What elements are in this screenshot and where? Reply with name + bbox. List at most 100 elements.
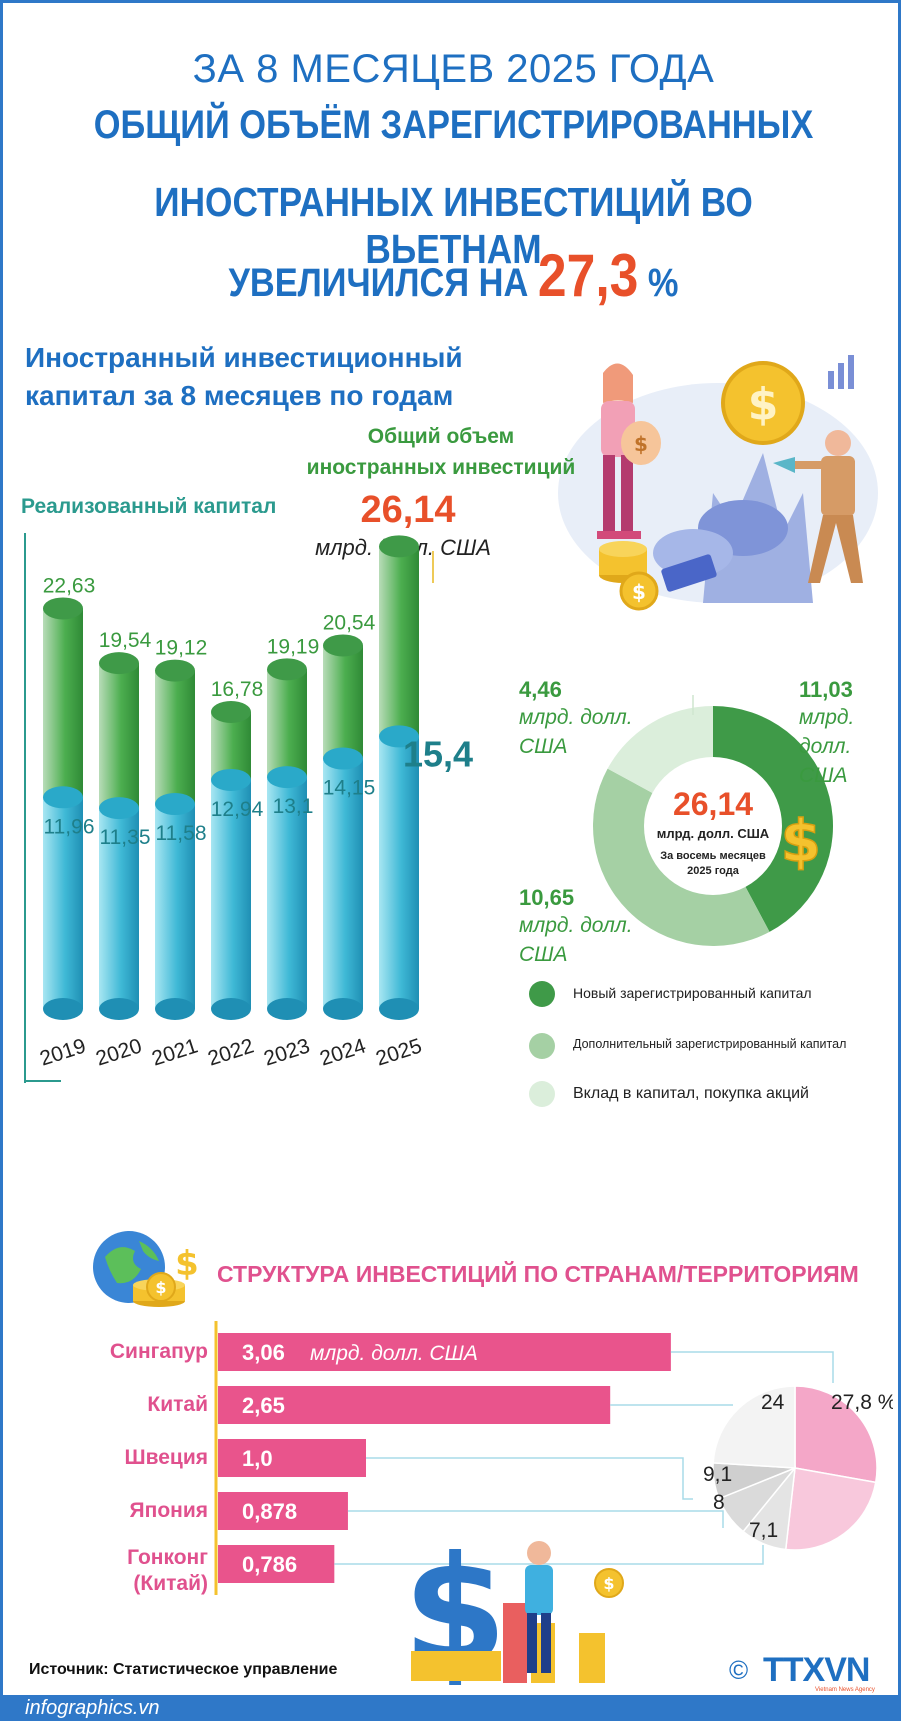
total-value-label-2024: 20,54 — [323, 611, 376, 634]
country-bar-0 — [218, 1333, 671, 1371]
donut-leader-line — [692, 695, 694, 715]
realized-capital-label: Реализованный капитал — [21, 495, 277, 518]
country-label-3: Япония — [63, 1498, 208, 1524]
year-tick-2020: 2020 — [93, 1034, 145, 1070]
banknote-icon — [661, 554, 717, 592]
country-value-3: 0,878 — [242, 1499, 297, 1524]
svg-text:$: $ — [634, 432, 648, 456]
total-bar-cap-2021 — [155, 659, 195, 682]
donut-label-additional: 10,65 млрд. долл. США — [519, 885, 633, 969]
country-value-4: 0,786 — [242, 1552, 297, 1577]
country-pie-label-3: 8 — [713, 1491, 725, 1514]
country-bar-2 — [218, 1439, 366, 1477]
total-bar-cap-2023 — [267, 658, 307, 681]
realized-bar-2021 — [155, 804, 195, 1009]
country-share-pie: 27,8 % 24 9,1 8 7,1 — [703, 1385, 893, 1551]
year-tick-2019: 2019 — [37, 1034, 89, 1070]
bar-base-2022 — [211, 998, 251, 1020]
section1-title: Иностранный инвестиционный капитал за 8 … — [25, 339, 585, 415]
header-prefix: УВЕЛИЧИЛСЯ НА — [228, 261, 529, 305]
section1-title-line2: капитал за 8 месяцев по годам — [25, 380, 454, 411]
donut-label-additional-unit2: США — [519, 943, 568, 966]
year-tick-2024: 2024 — [317, 1034, 369, 1070]
bar-base-2024 — [323, 998, 363, 1020]
country-pie-slice-1 — [784, 1467, 877, 1551]
realized-value-label-2021: 11,58 — [156, 822, 207, 845]
realized-value-label-2019: 11,96 — [44, 815, 95, 838]
legend-dot-new — [529, 981, 555, 1007]
country-label-0: Сингапур — [63, 1339, 208, 1365]
legend-additional-label: Дополнительный зарегистрированный капита… — [573, 1037, 847, 1051]
bar-base-2023 — [267, 998, 307, 1020]
realized-bar-cap-2023 — [267, 766, 307, 789]
country-label-1-line-0: Китай — [147, 1393, 208, 1416]
legend-dot-additional — [529, 1033, 555, 1059]
realized-value-label-2025: 15,4 — [403, 733, 473, 774]
donut-label-additional-value: 10,65 — [519, 885, 575, 910]
legend-contribution: Вклад в капитал, покупка акций — [529, 1081, 809, 1107]
country-leader-2 — [366, 1457, 693, 1500]
donut-label-new-unit1: млрд. — [799, 706, 855, 729]
copyright-symbol: © — [729, 1655, 749, 1685]
dollar-coin-icon — [721, 361, 805, 445]
donut-label-new: 11,03 млрд. долл. США — [799, 677, 854, 790]
country-investment-chart: 3,06 млрд. долл. США 2,65 1,0 0,878 0,786 — [214, 1321, 834, 1595]
donut-label-contribution: 4,46 млрд. долл. США — [519, 677, 633, 761]
realized-value-label-2022: 12,94 — [211, 798, 264, 821]
realized-bar-2025 — [379, 736, 419, 1009]
section2-title: СТРУКТУРА ИНВЕСТИЦИЙ ПО СТРАНАМ/ТЕРРИТОР… — [217, 1261, 859, 1287]
country-label-3-line-0: Япония — [129, 1499, 208, 1522]
yearly-investment-chart: 22,63 11,96 2019 19,54 11,35 2020 19,12 11,58 20… — [24, 533, 473, 1083]
year-tick-2025: 2025 — [373, 1034, 425, 1070]
legend-new-label: Новый зарегистрированный капитал — [573, 985, 812, 1001]
legend-additional-capital: Дополнительный зарегистрированный капита… — [529, 1033, 847, 1059]
donut-label-additional-unit1: млрд. долл. — [519, 914, 633, 937]
realized-bar-cap-2020 — [99, 797, 139, 820]
realized-bar-2020 — [99, 808, 139, 1009]
country-pie-label-2: 9,1 — [703, 1463, 732, 1486]
donut-label-contribution-value: 4,46 — [519, 677, 562, 702]
donut-label-new-unit3: США — [799, 764, 848, 787]
header-growth-suffix: % — [647, 261, 679, 305]
svg-text:$: $ — [781, 807, 821, 875]
total-value-label-2020: 19,54 — [99, 629, 152, 652]
realized-value-label-2020: 11,35 — [100, 826, 151, 849]
donut-label-contribution-unit2: США — [519, 735, 568, 758]
woman-figure: $ — [597, 363, 661, 539]
donut-label-contribution-unit1: млрд. долл. — [519, 706, 633, 729]
header-line-2: ОБЩИЙ ОБЪЁМ ЗАРЕГИСТРИРОВАННЫХ — [93, 103, 814, 147]
country-leader-4 — [334, 1545, 764, 1565]
country-leader-0 — [670, 1351, 834, 1383]
svg-text:$: $ — [748, 379, 779, 430]
country-bar-4 — [218, 1545, 335, 1583]
legend-new-capital: Новый зарегистрированный капитал — [529, 981, 812, 1007]
country-bar-3 — [218, 1492, 348, 1530]
total-value-label-2023: 19,19 — [267, 635, 320, 658]
bar-base-2021 — [155, 998, 195, 1020]
svg-text:$: $ — [175, 1244, 199, 1284]
year-tick-2023: 2023 — [261, 1034, 313, 1070]
header-line-1: ЗА 8 МЕСЯЦЕВ 2025 ГОДА — [192, 47, 715, 91]
country-label-1: Китай — [63, 1392, 208, 1418]
header-growth-value: 27,3 — [537, 242, 639, 309]
realized-bar-cap-2021 — [155, 793, 195, 816]
donut-label-new-value: 11,03 — [799, 677, 853, 702]
country-label-2: Швеция — [63, 1445, 209, 1471]
capital-structure-donut: 26,14 млрд. долл. США За восемь месяцев … — [593, 706, 833, 946]
country-value-2: 1,0 — [242, 1446, 273, 1471]
realized-value-label-2024: 14,15 — [323, 777, 376, 800]
country-label-2-line-0: Швеция — [124, 1446, 209, 1469]
investors-illustration: $ $ $ — [558, 355, 878, 611]
country-label-4: Гонконг (Китай) — [63, 1545, 208, 1597]
donut-center-value: 26,14 — [673, 786, 753, 822]
section1-title-line1: Иностранный инвестиционный — [25, 342, 463, 373]
country-label-0-line-0: Сингапур — [109, 1340, 208, 1363]
total-value-label-2021: 19,12 — [155, 637, 208, 660]
total-bar-cap-2024 — [323, 634, 363, 657]
website-link[interactable]: infographics.vn — [25, 1697, 160, 1719]
donut-label-new-unit2: долл. — [799, 735, 852, 758]
realized-bar-cap-2019 — [43, 786, 83, 809]
donut-note-line1: За восемь месяцев — [660, 850, 766, 862]
country-bar-1 — [218, 1386, 611, 1424]
